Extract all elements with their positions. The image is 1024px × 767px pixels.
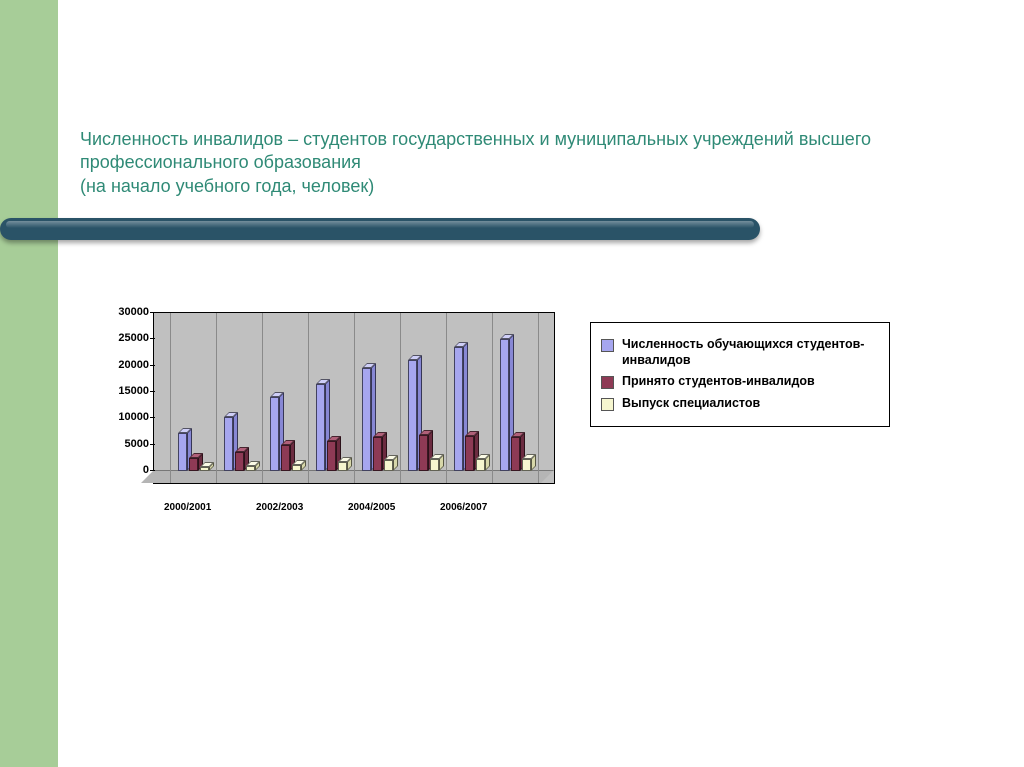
y-axis-label: 10000	[99, 412, 149, 423]
grid-line	[354, 313, 355, 483]
grid-line	[216, 313, 217, 483]
y-axis-tick	[150, 365, 155, 366]
y-axis-tick	[150, 391, 155, 392]
grid-line	[538, 313, 539, 483]
chart-bar	[500, 339, 509, 471]
legend-label: Принято студентов-инвалидов	[622, 374, 815, 390]
chart-bar	[189, 458, 198, 471]
chart-bar	[200, 467, 209, 471]
x-axis-label: 2002/2003	[256, 502, 303, 513]
chart-bar	[522, 459, 531, 471]
grid-line	[170, 313, 171, 483]
y-axis-tick	[150, 470, 155, 471]
y-axis-label: 15000	[99, 386, 149, 397]
chart-bar	[408, 360, 417, 471]
x-axis-label: 2004/2005	[348, 502, 395, 513]
chart-bar	[373, 437, 382, 471]
chart-bar	[224, 417, 233, 471]
chart-legend: Численность обучающихся студентов-инвали…	[590, 322, 890, 427]
legend-item: Выпуск специалистов	[601, 396, 879, 412]
x-axis-label: 2006/2007	[440, 502, 487, 513]
legend-item: Принято студентов-инвалидов	[601, 374, 879, 390]
chart-bar	[178, 433, 187, 471]
grid-line	[262, 313, 263, 483]
chart-bar	[246, 466, 255, 471]
y-axis-label: 30000	[99, 307, 149, 318]
grid-line	[492, 313, 493, 483]
chart-bar	[384, 460, 393, 471]
chart-bar	[362, 368, 371, 471]
grid-line	[308, 313, 309, 483]
legend-label: Численность обучающихся студентов-инвали…	[622, 337, 879, 368]
chart-bar	[316, 384, 325, 471]
chart-bar	[235, 452, 244, 471]
legend-swatch	[601, 376, 614, 389]
y-axis-label: 20000	[99, 360, 149, 371]
accent-bar	[0, 218, 760, 240]
grid-line	[446, 313, 447, 483]
y-axis-tick	[150, 338, 155, 339]
legend-label: Выпуск специалистов	[622, 396, 760, 412]
y-axis-tick	[150, 444, 155, 445]
chart-bar	[338, 462, 347, 471]
slide: Численность инвалидов – студентов госуда…	[0, 0, 1024, 767]
chart-bar	[327, 441, 336, 471]
y-axis-label: 25000	[99, 333, 149, 344]
bar-chart: 0 5000 10000 15000 20000 25000 30000 2000/2001 2…	[95, 308, 565, 538]
chart-bar	[511, 437, 520, 471]
y-axis-tick	[150, 417, 155, 418]
chart-bar	[476, 459, 485, 471]
chart-bar	[292, 465, 301, 471]
legend-item: Численность обучающихся студентов-инвали…	[601, 337, 879, 368]
y-axis-label: 5000	[99, 439, 149, 450]
chart-bar	[270, 397, 279, 471]
legend-swatch	[601, 398, 614, 411]
chart-bar	[454, 347, 463, 471]
legend-swatch	[601, 339, 614, 352]
plot-area	[153, 312, 555, 484]
slide-title: Численность инвалидов – студентов госуда…	[80, 128, 950, 198]
chart-bar	[430, 459, 439, 471]
chart-bar	[281, 445, 290, 471]
y-axis-label: 0	[99, 465, 149, 476]
left-accent-band	[0, 0, 58, 767]
grid-line	[400, 313, 401, 483]
y-axis-tick	[150, 312, 155, 313]
chart-bar	[419, 435, 428, 471]
x-axis-label: 2000/2001	[164, 502, 211, 513]
chart-bar	[465, 436, 474, 471]
